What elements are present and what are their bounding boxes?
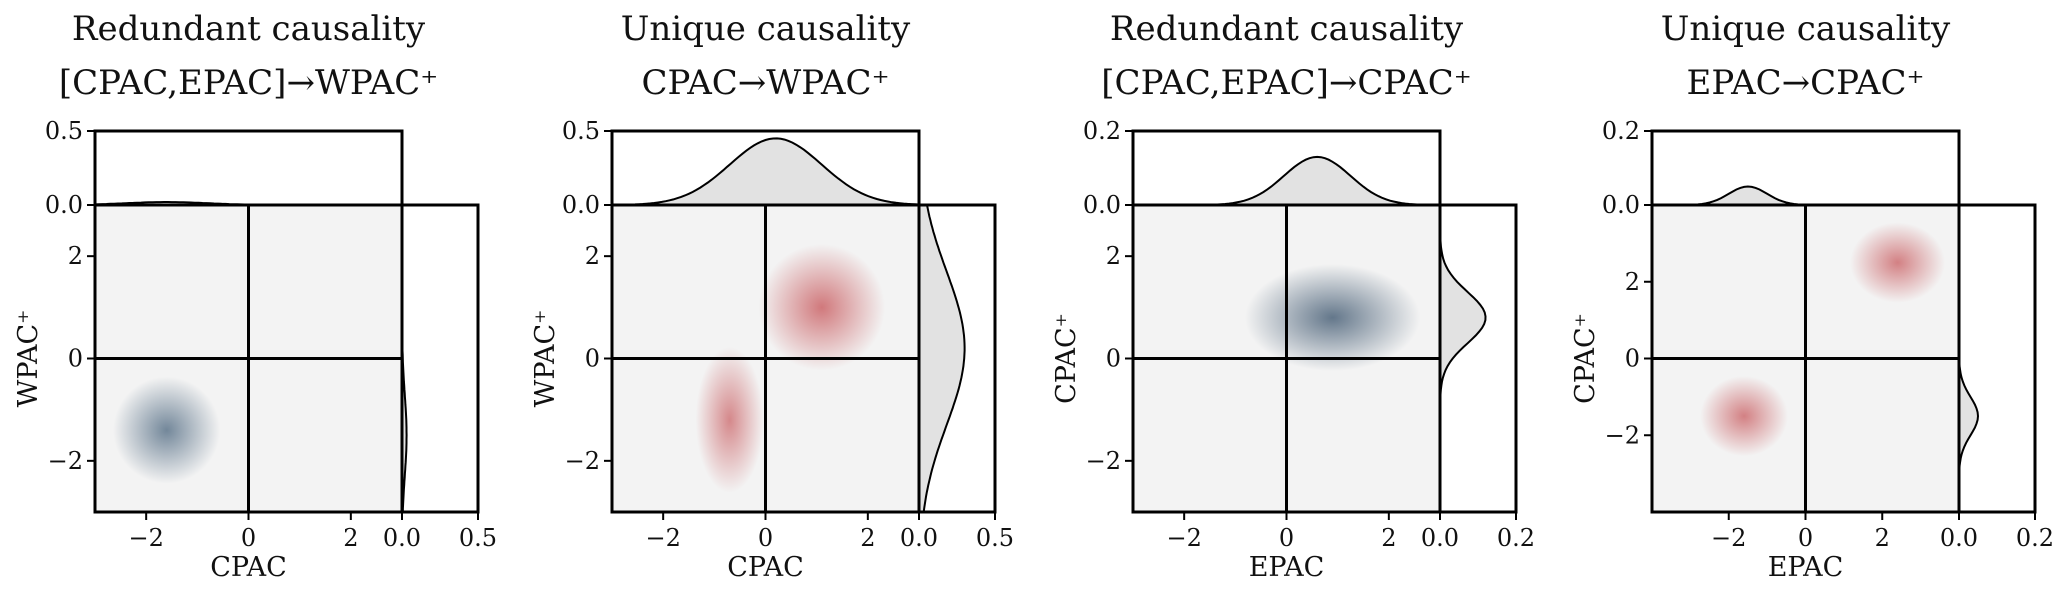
right-marginal-fill [919,205,965,512]
right-marginal-tick-label: 0.2 [1497,524,1535,552]
x-tick-label: 0 [758,524,773,552]
right-marginal-tick-label: 0.0 [383,524,421,552]
top-marginal-frame [93,129,404,207]
top-marginal-tick-label: 0.0 [1083,191,1121,219]
panel-title: Unique causality [1661,9,1951,49]
y-tick-label: 2 [1106,242,1121,270]
x-axis-label: EPAC [1768,552,1844,583]
x-tick-label: 2 [860,524,875,552]
x-tick-label: 0 [241,524,256,552]
y-tick-label: 0 [1106,345,1121,373]
panel-4: Unique causality EPAC→CPAC⁺ 0.0 0.2 0.0 0.2 −2… [1570,9,2054,583]
x-tick-label: 2 [1381,524,1396,552]
y-tick-label: 0 [1625,345,1640,373]
x-axis-label: EPAC [1249,552,1325,583]
density-layer [1700,222,1945,457]
top-marginal-tick-label: 0.0 [45,191,83,219]
right-marginal-tick-label: 0.0 [1940,524,1978,552]
x-tick-label: 0 [1798,524,1813,552]
density-blob [1850,222,1945,303]
y-tick-label: 2 [1625,268,1640,296]
top-marginal-fill [612,138,919,205]
density-blob [1700,375,1788,457]
right-marginal-curve [922,204,966,513]
top-marginal-tick-label: 0.5 [45,117,83,145]
top-marginal-fill [1652,186,1959,205]
panel-subtitle: CPAC→WPAC⁺ [641,63,889,103]
panel-1: Redundant causality [CPAC,EPAC]→WPAC⁺ 0.0 0… [13,9,497,583]
right-marginal-tick-label: 0.5 [976,524,1014,552]
x-tick-label: −2 [1711,524,1746,552]
top-marginal-fill [1133,156,1440,205]
top-marginal-curve [1652,185,1959,206]
y-tick-label: 0 [585,345,600,373]
y-axis-label: WPAC⁺ [13,310,44,408]
top-marginal-tick-label: 0.0 [1602,191,1640,219]
x-tick-label: 0 [1279,524,1294,552]
y-tick-label: 2 [68,242,83,270]
panel-subtitle: EPAC→CPAC⁺ [1687,63,1925,103]
right-marginal-tick-label: 0.0 [900,524,938,552]
top-marginal-frame [1650,129,1961,207]
top-marginal-tick-label: 0.0 [562,191,600,219]
y-tick-label: −2 [48,447,83,475]
panel-subtitle: [CPAC,EPAC]→CPAC⁺ [1101,63,1471,103]
density-blob [113,376,221,484]
panel-title: Unique causality [621,9,911,49]
panel-title: Redundant causality [72,9,426,49]
panel-2: Unique causality CPAC→WPAC⁺ 0.0 0.5 0.0 0.5 −2… [530,9,1014,583]
density-layer [1245,264,1421,372]
y-axis-label: CPAC⁺ [1570,313,1601,404]
top-marginal-tick-label: 0.2 [1083,117,1121,145]
y-tick-label: −2 [1605,421,1640,449]
right-marginal-frame [1957,203,2037,514]
y-axis-label: WPAC⁺ [530,310,561,408]
y-axis-label: CPAC⁺ [1051,313,1082,404]
panel-3: Redundant causality [CPAC,EPAC]→CPAC⁺ 0.0 0… [1051,9,1535,583]
top-marginal-tick-label: 0.2 [1602,117,1640,145]
panel-subtitle: [CPAC,EPAC]→WPAC⁺ [59,63,438,103]
y-tick-label: −2 [1086,447,1121,475]
density-blob [695,346,764,493]
right-marginal-tick-label: 0.5 [459,524,497,552]
x-axis-label: CPAC [210,552,287,583]
right-marginal-fill [1440,205,1486,512]
top-marginal-curve [611,137,920,206]
right-marginal-tick-label: 0.0 [1421,524,1459,552]
density-blob [1245,264,1421,372]
x-tick-label: −2 [645,524,680,552]
right-marginal-curve [1958,205,1980,512]
right-marginal-frame [400,203,480,514]
x-tick-label: −2 [128,524,163,552]
density-layer [695,244,885,493]
x-tick-label: −2 [1166,524,1201,552]
x-axis-label: CPAC [727,552,804,583]
right-marginal-fill [1959,205,1978,512]
top-marginal-tick-label: 0.5 [562,117,600,145]
x-tick-label: 2 [1875,524,1890,552]
y-tick-label: 0 [68,345,83,373]
x-tick-label: 2 [343,524,358,552]
density-blob [758,244,885,371]
right-marginal-tick-label: 0.2 [2016,524,2054,552]
y-tick-label: 2 [585,242,600,270]
y-tick-label: −2 [565,447,600,475]
density-layer [113,376,221,484]
panel-title: Redundant causality [1110,9,1464,49]
